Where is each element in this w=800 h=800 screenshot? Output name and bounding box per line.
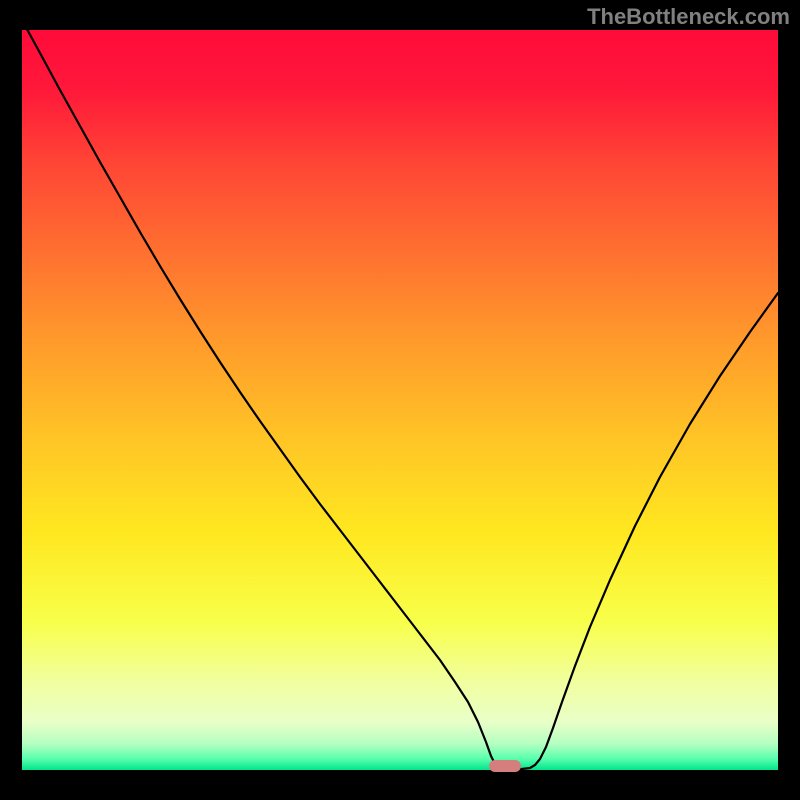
bottleneck-chart [0, 0, 800, 800]
gradient-background [22, 30, 778, 770]
watermark-text: TheBottleneck.com [587, 4, 790, 30]
optimum-marker [489, 760, 521, 772]
chart-frame: TheBottleneck.com [0, 0, 800, 800]
